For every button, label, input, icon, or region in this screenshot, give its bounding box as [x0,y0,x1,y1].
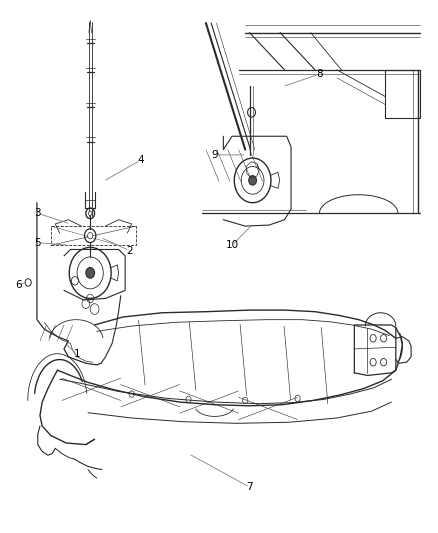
Circle shape [88,232,93,239]
Text: 5: 5 [35,238,41,247]
Circle shape [88,211,92,215]
Circle shape [86,268,95,278]
Text: 9: 9 [211,150,218,160]
Text: 10: 10 [226,240,239,250]
Text: 6: 6 [15,280,21,290]
Text: 8: 8 [316,69,323,79]
Text: 2: 2 [126,246,133,255]
Text: 1: 1 [74,349,81,359]
Text: 4: 4 [137,155,144,165]
Text: 7: 7 [246,482,253,492]
Text: 3: 3 [35,208,41,219]
Circle shape [249,175,257,185]
